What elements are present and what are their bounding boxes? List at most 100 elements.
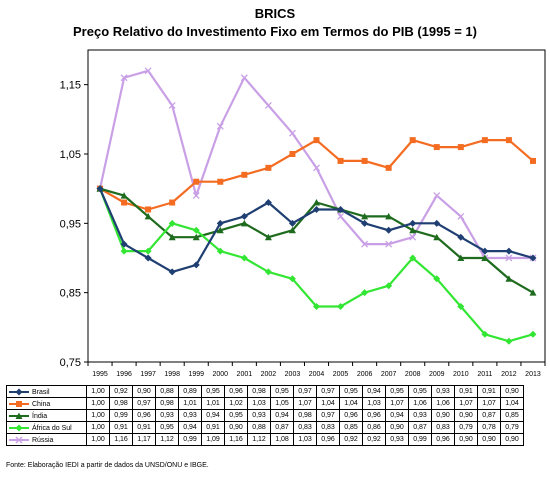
table-cell: 0,88	[155, 385, 179, 398]
table-cell: 0,87	[408, 421, 432, 434]
table-cell: 1,16	[109, 433, 133, 446]
table-cell: 0,97	[316, 409, 340, 422]
data-point	[240, 254, 248, 262]
x-tick-label: 2011	[477, 371, 492, 378]
table-cell: 1,16	[224, 433, 248, 446]
data-point	[313, 164, 320, 172]
table-cell: 0,93	[431, 385, 455, 398]
table-cell: 0,85	[339, 421, 363, 434]
table-cell: 0,95	[270, 385, 294, 398]
data-point	[337, 303, 345, 311]
data-point	[192, 226, 200, 234]
data-point	[144, 247, 152, 255]
table-cell: 0,97	[316, 385, 340, 398]
table-cell: 0,97	[293, 385, 317, 398]
series-china	[97, 137, 536, 213]
table-row: África do Sul 1,00 0,91 0,91 0,95 0,94 0,91 0,9…	[6, 421, 524, 434]
table-cell: 0,94	[178, 421, 202, 434]
table-cell: 0,93	[247, 409, 271, 422]
x-tick-label: 2003	[285, 371, 301, 378]
data-point	[457, 303, 465, 311]
data-point	[409, 226, 417, 234]
table-cell: 0,90	[431, 409, 455, 422]
table-cell: 0,93	[155, 409, 179, 422]
x-tick-label: 2006	[357, 371, 373, 378]
table-cell: 1,05	[270, 397, 294, 410]
data-point	[120, 240, 128, 248]
x-tick-label: 1996	[116, 371, 132, 378]
table-cell: 1,03	[362, 397, 386, 410]
legend-swatch	[9, 388, 29, 395]
table-cell: 0,98	[109, 397, 133, 410]
data-point	[481, 247, 489, 255]
data-point	[240, 219, 248, 227]
table-cell: 0,95	[224, 409, 248, 422]
x-tick-label: 1998	[164, 371, 180, 378]
data-point	[433, 219, 441, 227]
data-point	[385, 240, 393, 248]
table-cell: 0,99	[178, 433, 202, 446]
data-point	[313, 303, 320, 311]
table-cell: 0,87	[477, 409, 501, 422]
x-tick-label: 2000	[213, 371, 229, 378]
table-cell: 1,12	[155, 433, 179, 446]
data-point	[96, 185, 104, 193]
table-cell: 0,90	[132, 385, 156, 398]
data-point	[385, 282, 393, 290]
table-cell: 1,00	[86, 433, 110, 446]
table-cell: 0,83	[316, 421, 340, 434]
data-point	[193, 178, 200, 185]
data-point	[16, 400, 22, 407]
table-cell: 0,79	[500, 421, 524, 434]
table-cell: 0,90	[500, 433, 524, 446]
data-point	[337, 205, 345, 213]
table-cell: 0,83	[431, 421, 455, 434]
table-cell: 0,90	[477, 433, 501, 446]
legend-label: Brasil	[32, 388, 50, 396]
table-cell: 0,90	[500, 385, 524, 398]
data-point	[361, 212, 369, 220]
data-point	[120, 74, 128, 82]
table-cell: 1,06	[408, 397, 432, 410]
line-chart: 0,750,850,951,051,15 1995 1996 1997 1998 199…	[60, 49, 546, 378]
table-cell: 0,93	[408, 409, 432, 422]
data-point	[529, 330, 537, 338]
table-cell: 1,03	[247, 397, 271, 410]
table-cell: 0,95	[201, 385, 225, 398]
table-cell: 0,98	[155, 397, 179, 410]
data-point	[529, 254, 537, 262]
legend-swatch	[9, 424, 29, 431]
data-point	[169, 199, 176, 206]
chart-subtitle: Preço Relativo do Investimento Fixo em T…	[73, 24, 477, 39]
table-cell: 1,00	[86, 385, 110, 398]
x-tick-label: 2002	[261, 371, 277, 378]
legend-entry: Índia	[6, 409, 87, 422]
y-tick-label: 0,95	[60, 218, 81, 230]
data-point	[313, 137, 320, 144]
table-row: Rússia 1,00 1,16 1,17 1,12 0,99 1,09 1,16 1,12 1,…	[6, 433, 524, 446]
table-cell: 0,90	[454, 409, 478, 422]
legend-swatch	[9, 400, 29, 407]
table-cell: 0,93	[385, 433, 409, 446]
data-point	[264, 102, 272, 109]
data-point	[385, 164, 392, 171]
data-point	[457, 144, 464, 151]
table-cell: 0,92	[339, 433, 363, 446]
x-tick-label: 1999	[188, 371, 204, 378]
data-point	[144, 212, 152, 220]
table-cell: 0,89	[178, 385, 202, 398]
plot-frame	[87, 49, 546, 363]
data-point	[481, 254, 489, 261]
table-cell: 0,90	[385, 421, 409, 434]
x-tick-label: 1995	[92, 371, 108, 378]
data-point	[144, 254, 152, 262]
x-tick-label: 2004	[309, 371, 325, 378]
legend-entry: China	[6, 397, 87, 410]
data-point	[529, 157, 536, 164]
table-cell: 0,79	[454, 421, 478, 434]
data-point	[192, 233, 200, 241]
data-point	[192, 192, 200, 200]
x-tick-label: 2001	[237, 371, 253, 378]
x-axis: 1995 1996 1997 1998 1999 2000 2001 2002 2003 2004…	[87, 362, 546, 378]
table-cell: 1,04	[316, 397, 340, 410]
